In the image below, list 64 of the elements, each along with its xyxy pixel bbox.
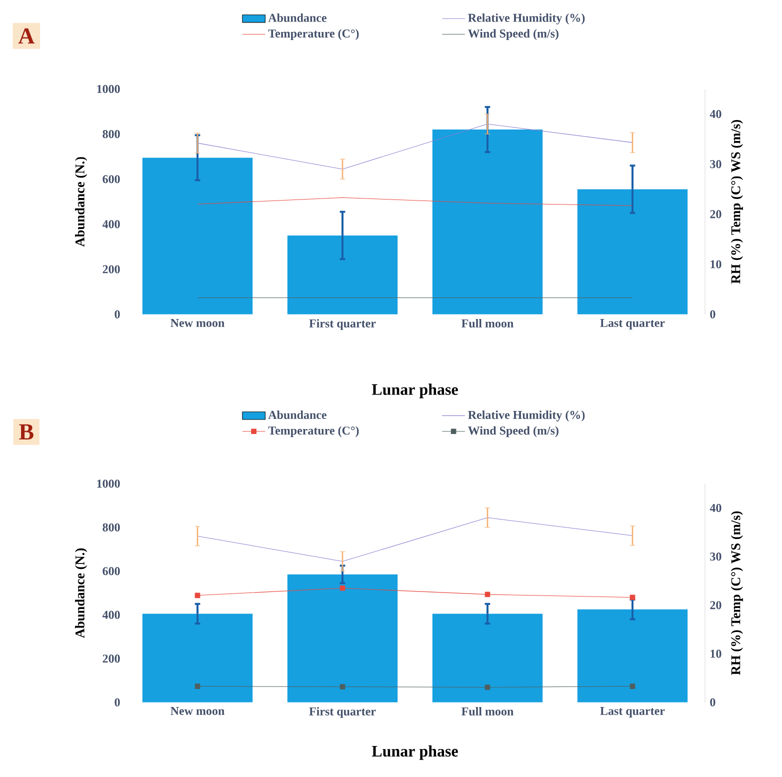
chart-title: B — [19, 424, 34, 440]
y-tick-label: 400 — [102, 610, 120, 619]
y-tick-label: 200 — [102, 265, 120, 274]
y-tick-label: 0 — [114, 310, 120, 318]
point — [484, 592, 490, 598]
bar — [577, 609, 688, 702]
x-tick-label: New moon — [170, 319, 224, 328]
y-tick-label: 600 — [102, 175, 120, 184]
y2-tick-label: 20 — [710, 210, 722, 218]
legend-label: Abundance — [268, 13, 326, 22]
bar — [287, 574, 398, 702]
y-axis-title: Abundance (N.) — [75, 548, 88, 638]
y-tick-label: 600 — [102, 567, 120, 576]
y-tick-label: 800 — [102, 130, 120, 138]
bar — [142, 158, 253, 314]
y2-tick-label: 30 — [710, 552, 722, 561]
y2-tick-label: 10 — [710, 650, 722, 658]
x-axis-title: Lunar phase — [372, 384, 458, 398]
y2-tick-label: 30 — [710, 160, 722, 168]
y-tick-label: 400 — [102, 220, 120, 228]
x-tick-label: Last quarter — [600, 707, 665, 718]
point — [194, 592, 200, 598]
legend-label: Relative Humidity (%) — [468, 13, 585, 24]
line-series — [197, 124, 633, 170]
x-tick-label: Full moon — [462, 707, 514, 716]
y2-tick-label: 0 — [710, 698, 716, 706]
legend-label: Temperature (C°) — [268, 29, 359, 40]
x-axis-title: Lunar phase — [372, 745, 458, 760]
y2-tick-label: 40 — [710, 110, 722, 118]
y-tick-label: 0 — [114, 698, 120, 706]
point — [340, 585, 346, 591]
legend-label: Wind Speed (m/s) — [468, 29, 558, 40]
x-tick-label: First quarter — [309, 319, 376, 330]
point — [630, 684, 636, 689]
y-axis-title: Abundance (N.) — [75, 157, 88, 247]
y-tick-label: 200 — [102, 654, 120, 663]
y2-tick-label: 10 — [710, 260, 722, 268]
bar — [432, 614, 543, 702]
bar — [577, 189, 688, 314]
y2-tick-label: 40 — [710, 504, 722, 512]
point — [340, 684, 346, 690]
y2-tick-label: 20 — [710, 601, 722, 610]
y2-axis-title: RH (%) Temp (C°) WS (m/s) — [730, 511, 743, 675]
chart-title: A — [18, 28, 35, 44]
line-series — [197, 197, 633, 206]
y2-tick-label: 0 — [710, 310, 716, 318]
legend-label: Relative Humidity (%) — [468, 410, 585, 422]
y-tick-label: 1000 — [97, 480, 120, 488]
legend-label: Wind Speed (m/s) — [468, 426, 558, 438]
x-tick-label: First quarter — [309, 707, 376, 718]
y-tick-label: 1000 — [97, 84, 120, 94]
point — [194, 684, 200, 689]
point — [484, 684, 490, 690]
bar — [432, 130, 543, 314]
x-tick-label: Last quarter — [600, 319, 665, 330]
y-tick-label: 800 — [102, 523, 120, 532]
bar — [142, 614, 253, 702]
line-series — [197, 517, 633, 562]
x-tick-label: New moon — [170, 707, 224, 716]
x-tick-label: Full moon — [462, 319, 514, 328]
bar — [287, 235, 398, 314]
legend-label: Abundance — [268, 410, 326, 420]
y2-axis-title: RH (%) Temp (C°) WS (m/s) — [730, 120, 743, 284]
legend-label: Temperature (C°) — [268, 426, 359, 438]
